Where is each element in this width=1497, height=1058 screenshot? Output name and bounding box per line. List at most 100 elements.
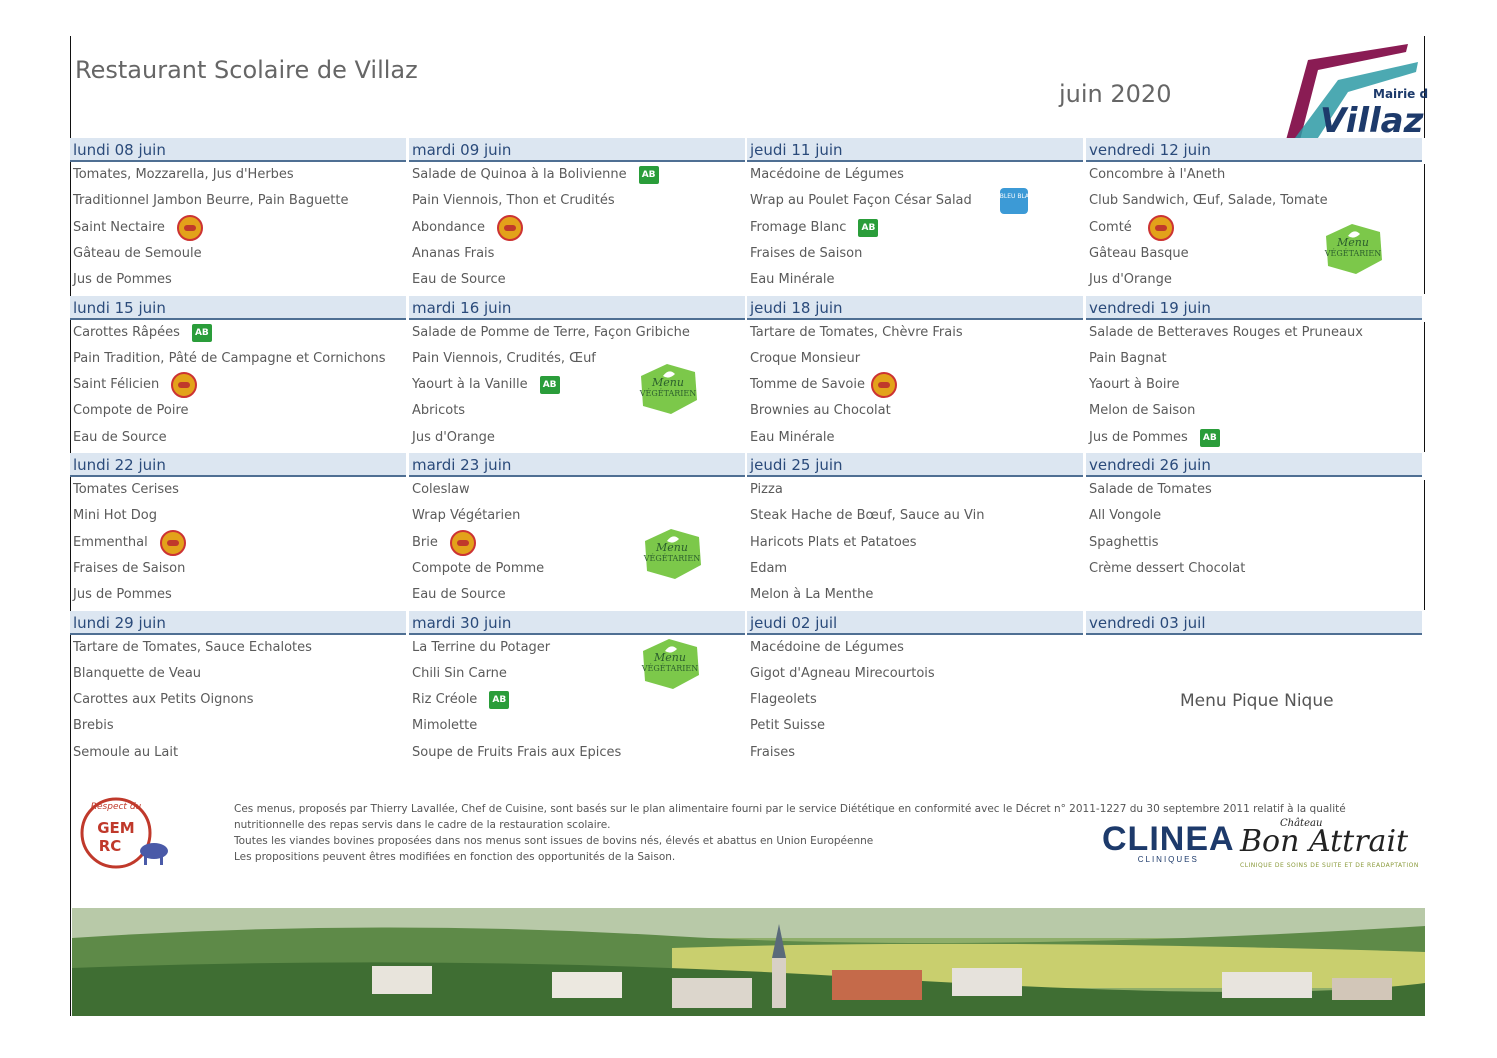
day-block: jeudi 25 juin Pizza Steak Hache de Bœuf,…	[747, 453, 1083, 611]
menu-item: Mini Hot Dog	[73, 508, 157, 524]
organic-ab-icon: AB	[638, 166, 659, 185]
column-friday: vendredi 12 juin Concombre à l'Aneth Clu…	[1086, 138, 1422, 768]
menu-item: Semoule au Lait	[73, 744, 179, 760]
organic-ab-icon: AB	[539, 376, 560, 395]
month-label: juin 2020	[1059, 80, 1172, 108]
day-header: lundi 08 juin	[70, 138, 406, 162]
bon-wordmark: Bon Attrait	[1240, 824, 1409, 859]
organic-ab-icon: AB	[858, 218, 879, 237]
menu-item: Flageolets	[750, 692, 817, 708]
menu-item: All Vongole	[1089, 508, 1162, 524]
aop-label-icon	[159, 529, 186, 556]
menu-item: Wrap au Poulet Façon César Salad BLEU BLA…	[747, 188, 1083, 215]
day-block: vendredi 19 juin Salade de Betteraves Ro…	[1086, 295, 1422, 454]
menu-item: Eau de Source	[412, 587, 506, 603]
day-block: lundi 15 juin Carottes Râpées AB Pain Tra…	[70, 295, 406, 454]
menu-item: Eau de Source	[412, 272, 506, 288]
menu-item: Gâteau Basque	[1089, 245, 1189, 261]
gemrcn-logo: Respect du GEM RC	[80, 797, 168, 869]
gem-line1: GEM	[97, 819, 135, 837]
menu-item: Yaourt à Boire	[1089, 377, 1180, 393]
day-block: jeudi 18 juin Tartare de Tomates, Chèvre…	[747, 295, 1083, 454]
clinea-wordmark: CLINEA	[1102, 820, 1235, 858]
day-header: jeudi 25 juin	[747, 453, 1083, 477]
veg-line2: VÉGÉTARIEN	[639, 388, 697, 398]
organic-ab-icon: AB	[1199, 428, 1220, 447]
bon-subtitle: CLINIQUE DE SOINS DE SUITE ET DE READAPT…	[1240, 862, 1419, 869]
day-header: mardi 23 juin	[409, 453, 745, 477]
gem-top-text: Respect du	[91, 802, 142, 812]
day-header: jeudi 02 juil	[747, 610, 1083, 635]
menu-item: Pain Viennois, Thon et Crudités	[412, 193, 615, 209]
right-border-week1	[1424, 164, 1425, 294]
menu-item: Chili Sin Carne	[412, 665, 507, 681]
menu-item: Saint Félicien	[70, 372, 406, 399]
bon-small-text: Château	[1280, 818, 1323, 829]
veg-line1: Menu	[654, 650, 686, 664]
aop-label-icon	[171, 372, 198, 399]
menu-item: Riz Créole AB	[409, 687, 745, 713]
menu-item: Brebis	[73, 718, 114, 734]
menu-item: Gigot d'Agneau Mirecourtois	[750, 665, 935, 681]
day-header: mardi 09 juin	[409, 138, 745, 162]
day-block: jeudi 11 juin Macédoine de Légumes Wrap …	[747, 138, 1083, 296]
organic-ab-icon: AB	[191, 323, 212, 342]
day-block: jeudi 02 juil Macédoine de Légumes Gigot…	[747, 610, 1083, 769]
aop-label-icon	[1147, 214, 1174, 241]
mairie-villaz-logo: Mairie de Villaz	[1286, 44, 1428, 144]
menu-item: Tartare de Tomates, Chèvre Frais	[750, 324, 963, 340]
day-header: vendredi 03 juil	[1086, 610, 1422, 635]
column-monday: lundi 08 juin Tomates, Mozzarella, Jus d…	[70, 138, 406, 768]
column-tuesday: mardi 09 juin Salade de Quinoa à la Boli…	[409, 138, 745, 768]
footer-line: Toutes les viandes bovines proposées dan…	[234, 835, 874, 847]
menu-item: Gâteau de Semoule	[73, 245, 202, 261]
menu-item: Brie	[409, 529, 745, 556]
aop-label-icon	[871, 372, 898, 399]
menu-item: Salade de Tomates	[1089, 482, 1212, 497]
footer-line: nutritionnelle des repas servis dans le …	[234, 819, 611, 831]
menu-item: Club Sandwich, Œuf, Salade, Tomate	[1089, 193, 1328, 209]
veg-line2: VÉGÉTARIEN	[643, 554, 701, 563]
day-header: jeudi 11 juin	[747, 138, 1083, 162]
day-block: lundi 08 juin Tomates, Mozzarella, Jus d…	[70, 138, 406, 296]
menu-item: Steak Hache de Bœuf, Sauce au Vin	[750, 508, 985, 524]
menu-item: Saint Nectaire	[70, 214, 406, 241]
day-header: lundi 29 juin	[70, 610, 406, 635]
logo-main-text: Villaz	[1320, 101, 1424, 141]
clinea-logo: CLINEA CLINIQUES	[1102, 820, 1235, 864]
menu-item: Edam	[750, 560, 788, 576]
menu-item: Macédoine de Légumes	[750, 639, 904, 655]
menu-item: Tomates, Mozzarella, Jus d'Herbes	[73, 167, 294, 182]
day-block: vendredi 26 juin Salade de Tomates All V…	[1086, 453, 1422, 611]
menu-item: Jus de Pommes AB	[1086, 425, 1422, 451]
footer-notes: Ces menus, proposés par Thierry Lavallée…	[234, 801, 1346, 865]
menu-item: Pizza	[750, 482, 783, 497]
day-header: vendredi 12 juin	[1086, 138, 1422, 162]
aop-label-icon	[176, 214, 203, 241]
menu-item: Melon de Saison	[1089, 403, 1196, 419]
menu-item: Tomme de Savoie	[747, 372, 1083, 399]
veg-line1: Menu	[652, 375, 684, 389]
day-block: mardi 30 juin La Terrine du Potager Chil…	[409, 610, 745, 769]
vegetarian-menu-icon: Menu VÉGÉTARIEN	[1322, 222, 1384, 276]
menu-item: Salade de Betteraves Rouges et Pruneaux	[1089, 324, 1363, 340]
day-header: mardi 30 juin	[409, 610, 745, 635]
menu-item: Mimolette	[412, 718, 478, 734]
menu-item: Salade de Quinoa à la Bolivienne AB	[409, 162, 745, 188]
menu-item: Carottes aux Petits Oignons	[73, 692, 254, 708]
menu-item: Jus d'Orange	[412, 429, 495, 445]
day-header: jeudi 18 juin	[747, 295, 1083, 320]
vegetarian-menu-icon: Menu VÉGÉTARIEN	[639, 637, 701, 691]
menu-item: Melon à La Menthe	[750, 587, 874, 603]
menu-item: Fraises	[750, 744, 795, 760]
menu-item: Pain Tradition, Pâté de Campagne et Corn…	[73, 350, 386, 366]
veg-line2: VÉGÉTARIEN	[1324, 249, 1382, 258]
menu-item: Traditionnel Jambon Beurre, Pain Baguett…	[73, 193, 349, 209]
organic-ab-icon: AB	[489, 691, 510, 710]
village-landscape-photo	[72, 908, 1425, 1016]
logo-top-text: Mairie de	[1373, 87, 1428, 101]
left-border	[70, 36, 71, 1016]
day-block: mardi 23 juin Coleslaw Wrap Végétarien B…	[409, 453, 745, 611]
page-title: Restaurant Scolaire de Villaz	[75, 56, 418, 84]
footer-line: Les propositions peuvent êtres modifiées…	[234, 851, 676, 863]
